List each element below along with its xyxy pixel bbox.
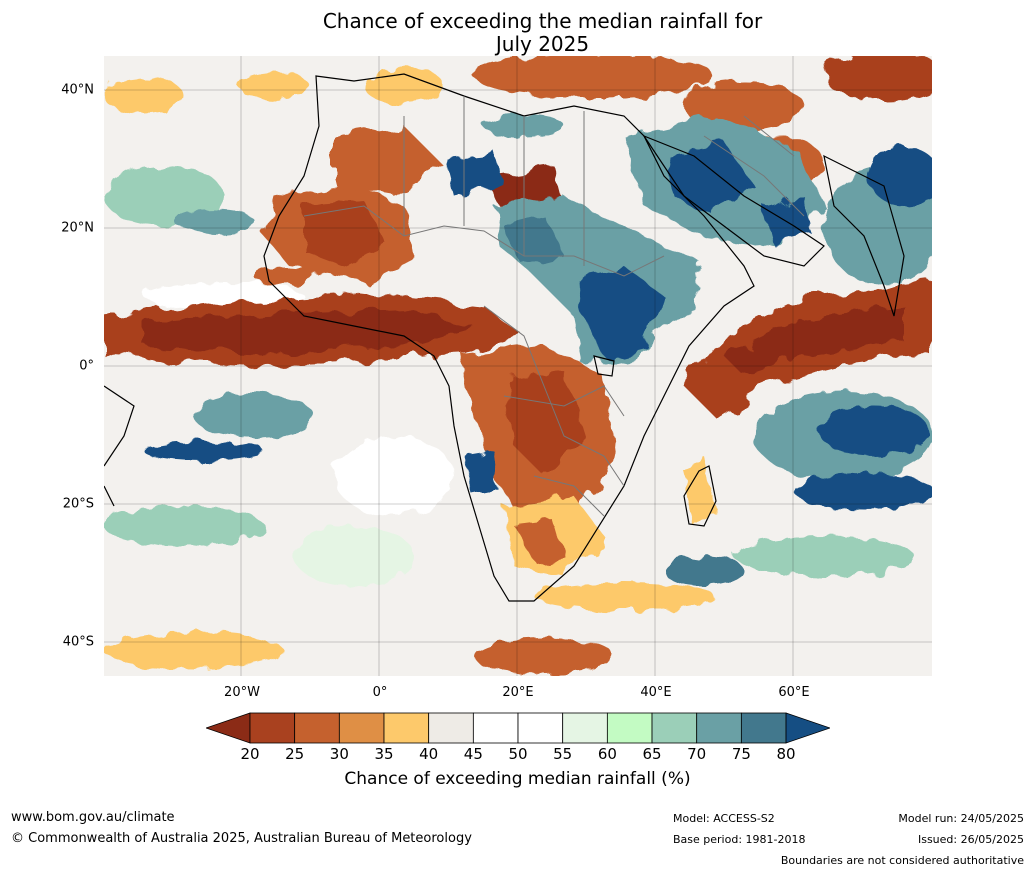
colorbar-bin [472, 712, 519, 744]
lon-label-40e: 40°E [640, 685, 672, 700]
colorbar-tick-label: 45 [463, 745, 483, 763]
lat-label-40s: 40°S [62, 634, 94, 650]
lat-label-0: 0° [79, 358, 94, 374]
colorbar-tick-label: 70 [687, 745, 707, 763]
colorbar-label: Chance of exceeding median rainfall (%) [344, 769, 691, 789]
lon-label-20w: 20°W [224, 685, 260, 700]
colorbar-tick-label: 60 [597, 745, 617, 763]
colorbar-bin [517, 712, 564, 744]
lat-label-20n: 20°N [61, 220, 94, 236]
footer-url[interactable]: www.bom.gov.au/climate [11, 810, 175, 825]
colorbar-bin [383, 712, 430, 744]
coastlines [104, 73, 905, 602]
footer-model-run: Model run: 24/05/2025 [898, 812, 1024, 825]
map-canvas [104, 56, 932, 676]
colorbar [206, 712, 830, 744]
colorbar-tick-label: 30 [329, 745, 349, 763]
colorbar-bin [294, 712, 340, 744]
colorbar-bin [338, 712, 385, 744]
footer-copyright: © Commonwealth of Australia 2025, Austra… [11, 831, 472, 846]
colorbar-bin [696, 712, 742, 744]
colorbar-extend-low [206, 712, 251, 744]
lon-label-60e: 60°E [778, 685, 810, 700]
rainfall-map [104, 56, 932, 676]
lon-label-20e: 20°E [502, 685, 534, 700]
colorbar-bin [249, 712, 296, 744]
colorbar-tick-label: 75 [731, 745, 751, 763]
colorbar-tick-label: 55 [553, 745, 573, 763]
lat-label-40n: 40°N [61, 82, 94, 98]
colorbar-bin [562, 712, 608, 744]
footer-disclaimer: Boundaries are not considered authoritat… [780, 854, 1024, 867]
lon-label-0: 0° [372, 685, 388, 700]
footer-issued: Issued: 26/05/2025 [917, 833, 1024, 846]
colorbar-tick-label: 20 [240, 745, 260, 763]
colorbar-bin [606, 712, 653, 744]
colorbar-bin [740, 712, 787, 744]
anomaly-regions [104, 116, 932, 576]
footer-model: Model: ACCESS-S2 [673, 812, 775, 825]
colorbar-bin [651, 712, 698, 744]
colorbar-tick-label: 35 [374, 745, 394, 763]
colorbar-tick-label: 65 [642, 745, 662, 763]
colorbar-tick-label: 80 [776, 745, 796, 763]
colorbar-bin [428, 712, 474, 744]
chart-title: Chance of exceeding the median rainfall … [0, 10, 1035, 56]
background-patches [104, 56, 932, 674]
colorbar-extend-high [785, 712, 830, 744]
colorbar-tick-label: 50 [508, 745, 528, 763]
title-line-1: Chance of exceeding the median rainfall … [322, 9, 763, 33]
footer-base-period: Base period: 1981-2018 [673, 833, 806, 846]
colorbar-tick-label: 25 [285, 745, 305, 763]
lat-label-20s: 20°S [62, 496, 94, 512]
colorbar-tick-label: 40 [419, 745, 439, 763]
graticule [104, 56, 932, 676]
title-line-2: July 2025 [495, 32, 590, 56]
country-borders [303, 96, 805, 517]
colorbar-boxes [206, 712, 830, 744]
